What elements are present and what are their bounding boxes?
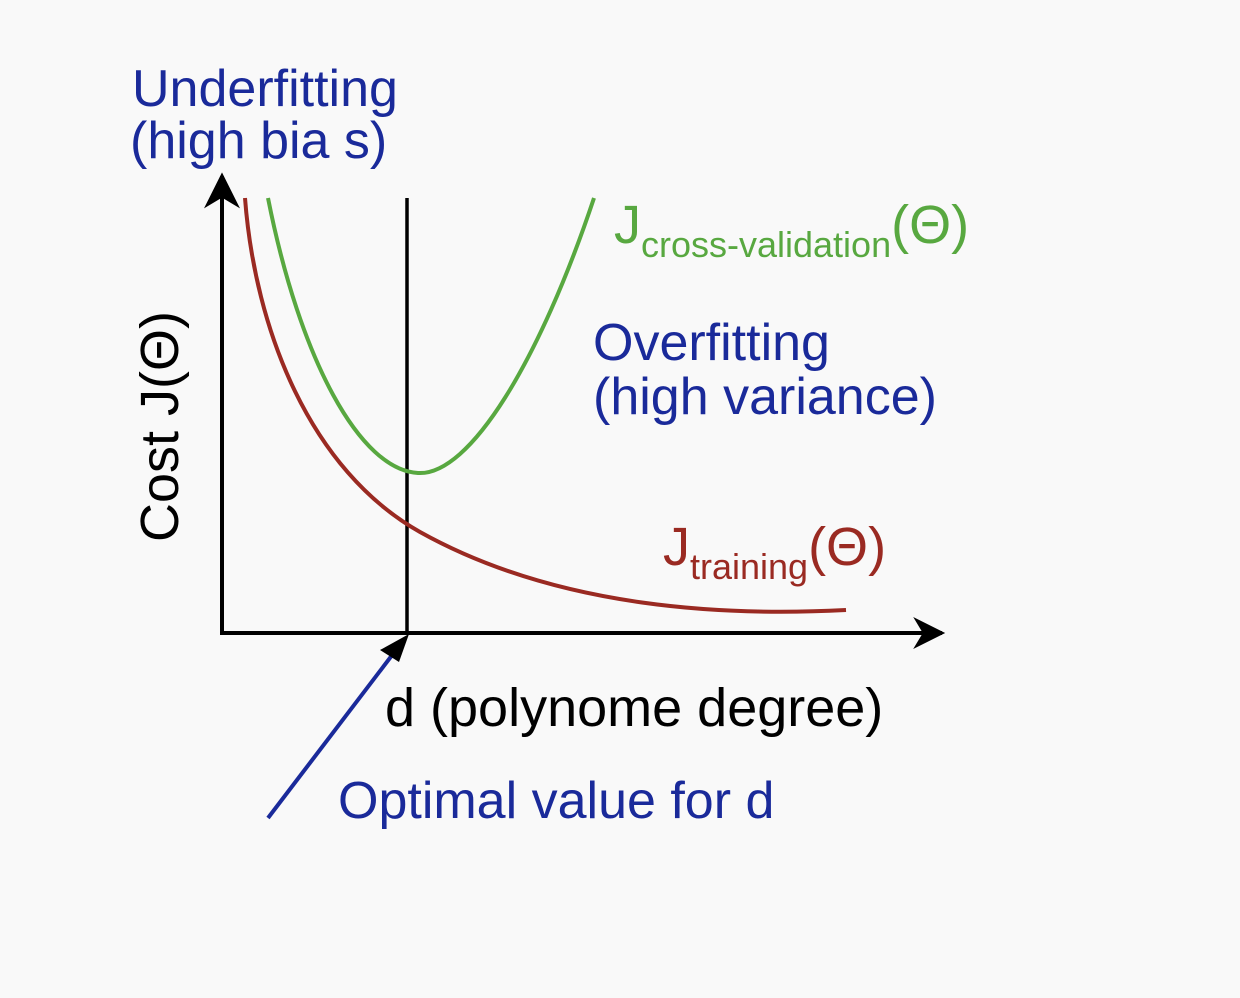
y-axis-label: Cost J(Θ) (130, 311, 190, 542)
high-variance-label: (high variance) (593, 368, 937, 426)
cv-subscript: cross-validation (641, 224, 891, 265)
optimal-arrow-head (380, 634, 409, 662)
cv-argument: (Θ) (891, 195, 969, 255)
training-symbol: J (663, 517, 690, 577)
training-curve (243, 197, 847, 614)
overfitting-label: Overfitting (593, 314, 830, 372)
training-argument: (Θ) (808, 517, 886, 577)
optimal-arrow (266, 648, 398, 820)
underfitting-label: Underfitting (132, 60, 398, 118)
high-bias-label: (high bia s) (130, 112, 387, 170)
training-subscript: training (690, 546, 808, 587)
x-axis-label: d (polynome degree) (385, 678, 883, 738)
cv-symbol: J (614, 195, 641, 255)
optimal-value-label: Optimal value for d (338, 772, 774, 830)
cross-validation-label: Jcross-validation(Θ) (614, 195, 969, 265)
training-label: Jtraining(Θ) (663, 517, 886, 587)
cross-validation-curve (266, 197, 596, 476)
